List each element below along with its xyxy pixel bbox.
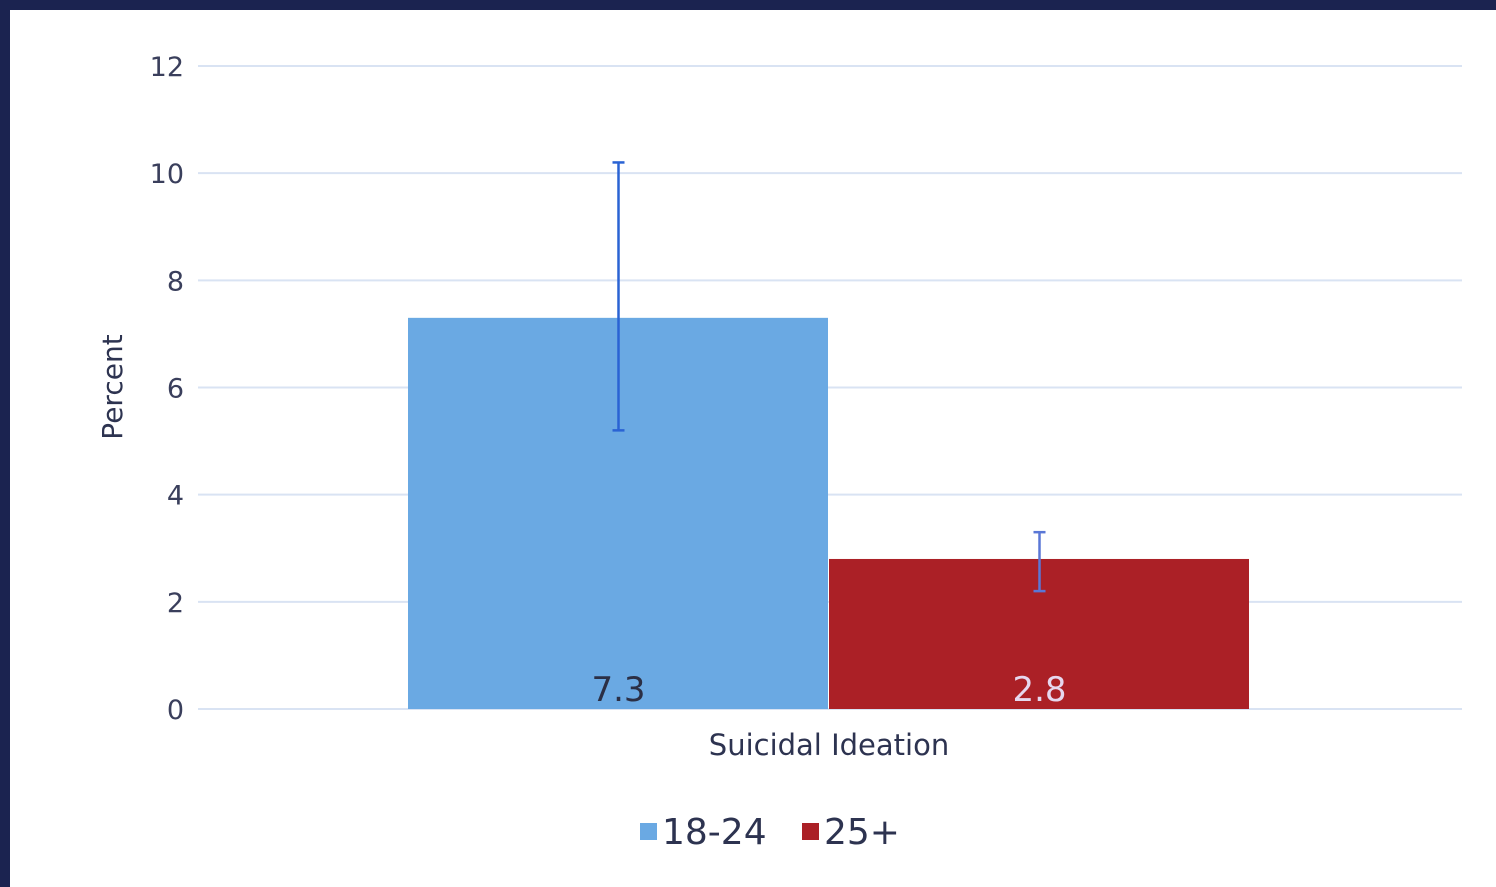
y-tick-label: 12 [150,52,184,83]
y-tick-label: 8 [167,266,184,297]
bar-chart: 0 2 4 6 8 10 12 Percent 7.3 2.8 Suicidal Ideati… [96,52,1462,853]
data-label-18-24: 7.3 [591,670,645,710]
legend-label-25+: 25+ [824,812,900,853]
y-tick-label: 4 [167,481,184,512]
y-tick-label: 6 [167,374,184,405]
y-tick-label: 10 [150,159,184,190]
y-tick-label: 2 [167,588,184,619]
y-tick-label: 0 [167,695,184,726]
category-label: Suicidal Ideation [709,728,949,762]
legend: 18-24 25+ [640,812,900,853]
error-bars [612,161,1046,593]
y-axis-title: Percent [96,334,129,439]
legend-swatch-25+ [802,823,819,840]
legend-swatch-18-24 [640,823,657,840]
y-axis-ticks: 0 2 4 6 8 10 12 [150,52,184,726]
bars [408,317,1249,709]
data-labels: 7.3 2.8 [591,670,1066,710]
legend-label-18-24: 18-24 [662,812,767,853]
data-label-25+: 2.8 [1012,670,1066,710]
chart-panel: 0 2 4 6 8 10 12 Percent 7.3 2.8 Suicidal Ideati… [10,10,1496,887]
